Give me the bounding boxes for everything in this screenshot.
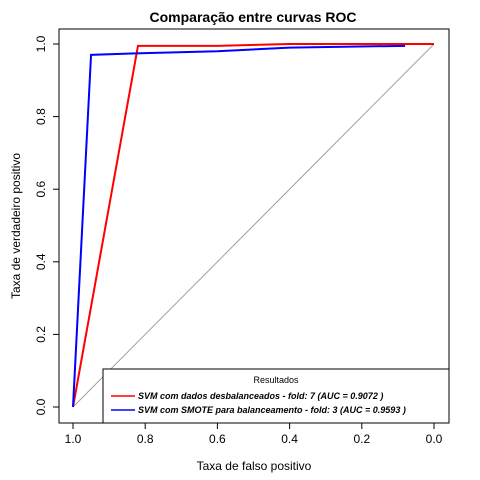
reference-line-layer: [72, 43, 435, 408]
y-tick-label: 0.2: [34, 326, 48, 343]
series-line-1: [72, 44, 406, 408]
x-tick-label: 1.0: [65, 432, 82, 446]
legend-entry-1: SVM com SMOTE para balanceamento - fold:…: [138, 405, 406, 415]
series-line-0: [72, 43, 434, 408]
x-tick-label: 0.6: [209, 432, 226, 446]
y-tick-label: 0.0: [34, 398, 48, 415]
series-layer: [72, 43, 434, 408]
legend-box: [102, 368, 450, 424]
y-axis: 0.0 0.2 0.4 0.6 0.8 1.0: [34, 35, 60, 415]
x-axis: 1.0 0.8 0.6 0.4 0.2 0.0: [65, 422, 443, 446]
y-tick-label: 0.4: [34, 253, 48, 270]
chart-title: Comparação entre curvas ROC: [150, 9, 357, 25]
x-tick-label: 0.0: [426, 432, 443, 446]
y-tick-label: 0.8: [34, 108, 48, 125]
y-tick-label: 0.6: [34, 181, 48, 198]
legend: Resultados SVM com dados desbalanceados …: [102, 368, 450, 424]
y-tick-label: 1.0: [34, 35, 48, 52]
legend-entry-0: SVM com dados desbalanceados - fold: 7 (…: [138, 391, 383, 401]
x-tick-label: 0.2: [353, 432, 370, 446]
x-tick-label: 0.4: [281, 432, 298, 446]
x-axis-label: Taxa de falso positivo: [197, 459, 312, 473]
x-tick-label: 0.8: [137, 432, 154, 446]
y-axis-label: Taxa de verdadeiro positivo: [9, 153, 23, 299]
legend-title: Resultados: [253, 375, 299, 385]
reference-diagonal: [72, 43, 435, 408]
